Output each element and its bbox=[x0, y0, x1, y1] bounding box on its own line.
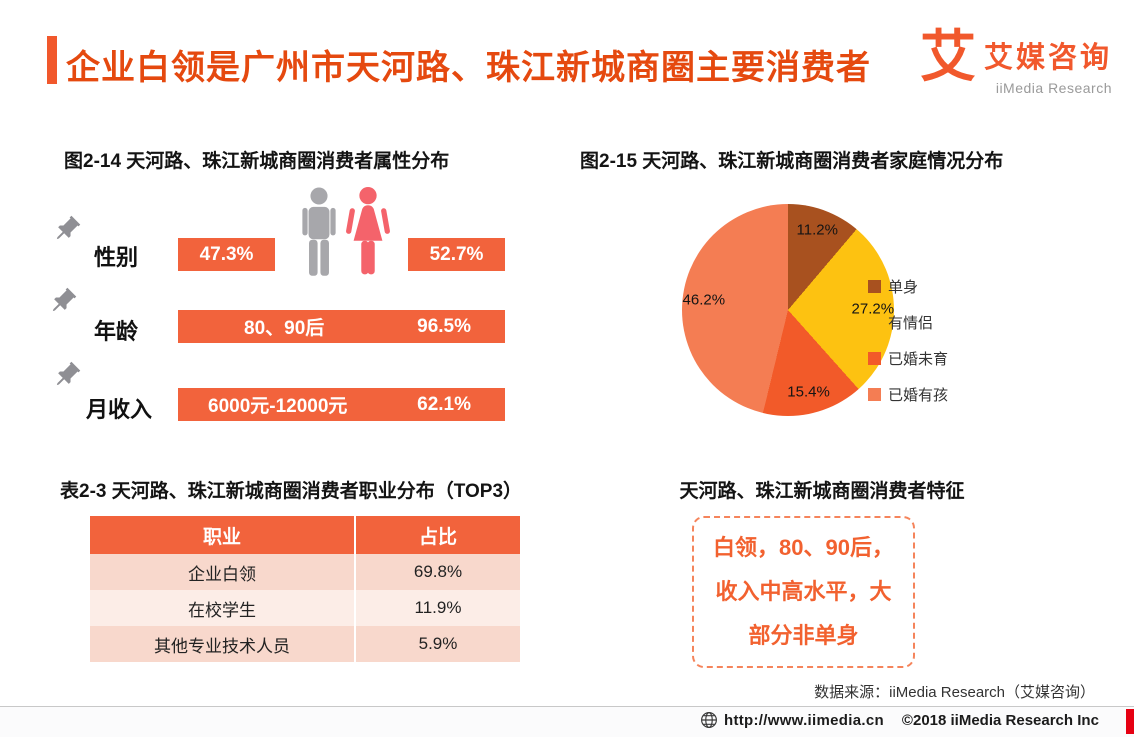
pie-legend: 单身 有情侣 已婚未育 已婚有孩 bbox=[868, 276, 948, 405]
age-percentage: 96.5% bbox=[417, 315, 471, 337]
brand-name: 艾媒咨询 bbox=[983, 42, 1112, 74]
income-range-text: 6000元-12000元 bbox=[208, 396, 348, 417]
column-header-occupation: 职业 bbox=[90, 516, 355, 554]
table-row: 企业白领 69.8% bbox=[90, 554, 520, 590]
female-percentage-box: 52.7% bbox=[408, 238, 505, 271]
pie-slice-label: 46.2% bbox=[682, 291, 726, 309]
footer: http://www.iimedia.cn ©2018 iiMedia Rese… bbox=[700, 711, 1099, 729]
footer-divider bbox=[0, 706, 1134, 737]
legend-label: 已婚有孩 bbox=[888, 387, 949, 404]
share-cell: 69.8% bbox=[354, 554, 520, 590]
male-percentage-box: 47.3% bbox=[178, 238, 275, 271]
legend-label: 已婚未育 bbox=[888, 351, 949, 368]
legend-item: 已婚有孩 bbox=[868, 384, 948, 405]
legend-item: 已婚未育 bbox=[868, 348, 948, 369]
footer-url: http://www.iimedia.cn bbox=[724, 711, 884, 729]
figure14-title: 图2-14 天河路、珠江新城商圈消费者属性分布 bbox=[64, 151, 450, 172]
footer-red-mark bbox=[1126, 709, 1134, 734]
pie-slice-label: 11.2% bbox=[796, 221, 838, 239]
pie-slice-label: 15.4% bbox=[787, 383, 830, 401]
legend-label: 有情侣 bbox=[888, 315, 934, 332]
data-source: 数据来源：iiMedia Research（艾媒咨询） bbox=[814, 684, 1095, 701]
title-accent-bar bbox=[47, 36, 57, 84]
table-title: 表2-3 天河路、珠江新城商圈消费者职业分布（TOP3） bbox=[60, 481, 523, 502]
occupation-cell: 在校学生 bbox=[188, 600, 256, 620]
female-icon bbox=[344, 186, 392, 282]
pushpin-icon bbox=[52, 214, 82, 244]
column-header-share: 占比 bbox=[354, 516, 520, 554]
occupation-cell: 企业白领 bbox=[188, 564, 256, 584]
table-row: 其他专业技术人员 5.9% bbox=[90, 626, 520, 662]
page-title: 企业白领是广州市天河路、珠江新城商圈主要消费者 bbox=[66, 49, 871, 87]
family-pie: 11.2% 27.2% 15.4% 46.2% bbox=[682, 204, 894, 416]
male-icon bbox=[300, 186, 338, 282]
globe-icon bbox=[700, 711, 718, 729]
occupation-cell: 其他专业技术人员 bbox=[154, 636, 290, 656]
footer-copyright: ©2018 iiMedia Research Inc bbox=[901, 711, 1099, 729]
figure15-title: 图2-15 天河路、珠江新城商圈消费者家庭情况分布 bbox=[580, 151, 1004, 172]
income-bar: 6000元-12000元 62.1% bbox=[178, 388, 505, 421]
brand-logo: 艾 艾媒咨询 iiMedia Research bbox=[919, 25, 1112, 97]
legend-label: 单身 bbox=[888, 279, 919, 296]
occupation-table: 职业 占比 企业白领 69.8% 在校学生 11.9% 其他专业技术人员 5.9… bbox=[90, 516, 520, 662]
legend-swatch bbox=[868, 280, 881, 293]
features-text: 白领，80、90后，收入中高水平，大部分非单身 bbox=[713, 535, 894, 648]
age-label: 年龄 bbox=[94, 319, 139, 344]
income-percentage: 62.1% bbox=[417, 393, 471, 415]
table-row: 在校学生 11.9% bbox=[90, 590, 520, 626]
legend-swatch bbox=[868, 316, 881, 329]
legend-swatch bbox=[868, 352, 881, 365]
share-cell: 11.9% bbox=[354, 590, 520, 626]
age-bar: 80、90后 96.5% bbox=[178, 310, 505, 343]
gender-label: 性别 bbox=[94, 245, 139, 270]
share-cell: 5.9% bbox=[354, 626, 520, 662]
features-callout: 白领，80、90后，收入中高水平，大部分非单身 bbox=[692, 516, 915, 668]
brand-subtitle: iiMedia Research bbox=[995, 80, 1112, 96]
table-header-row: 职业 占比 bbox=[90, 516, 520, 554]
pushpin-icon bbox=[52, 360, 82, 390]
legend-item: 单身 bbox=[868, 276, 948, 297]
features-title: 天河路、珠江新城商圈消费者特征 bbox=[679, 481, 965, 502]
legend-item: 有情侣 bbox=[868, 312, 948, 333]
pie-slice-label: 27.2% bbox=[851, 300, 895, 318]
income-label: 月收入 bbox=[86, 397, 153, 422]
age-range-text: 80、90后 bbox=[244, 318, 325, 339]
logo-icon: 艾 bbox=[919, 25, 976, 88]
legend-swatch bbox=[868, 388, 881, 401]
pushpin-icon bbox=[48, 286, 78, 316]
